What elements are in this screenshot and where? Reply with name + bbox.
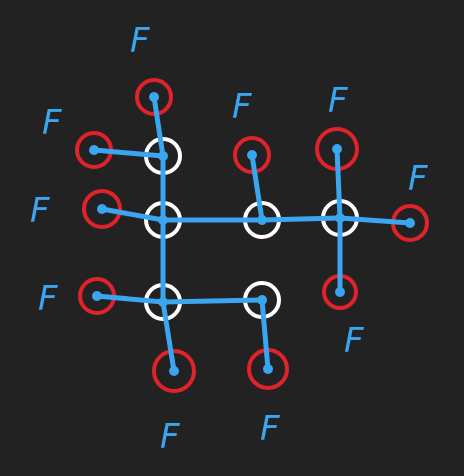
fluorine-label: F <box>232 87 252 127</box>
bond <box>151 94 166 159</box>
fluorine-labels: F F F F F F F F F F <box>30 21 428 457</box>
bond <box>259 215 343 223</box>
bond <box>160 299 177 374</box>
bond-dot <box>169 366 179 376</box>
bond <box>259 297 271 372</box>
bond <box>249 152 265 223</box>
fluorine-label: F <box>344 321 364 361</box>
bond-dot <box>263 364 273 374</box>
fluorine-atoms <box>75 78 429 393</box>
bond <box>337 215 413 226</box>
fluorine-label: F <box>30 191 50 231</box>
bond-dot <box>97 204 107 214</box>
bond-dot <box>158 297 168 307</box>
bond-dot <box>92 291 102 301</box>
fluorine-label: F <box>130 21 150 61</box>
fluorine-label: F <box>408 159 428 199</box>
fluorine-atom <box>135 78 173 116</box>
bond-dot <box>149 92 159 102</box>
bond-dots <box>89 92 415 376</box>
bond-dot <box>405 218 415 228</box>
bond-dot <box>257 295 267 305</box>
bond <box>94 293 166 305</box>
bond <box>99 206 166 223</box>
bond-dot <box>335 287 345 297</box>
fluorine-atom <box>152 349 196 393</box>
bond <box>91 147 166 159</box>
bonds <box>91 94 413 374</box>
bond-dot <box>89 145 99 155</box>
fluorine-atom <box>82 189 122 229</box>
fluorine-label: F <box>260 409 280 449</box>
bond <box>334 146 343 221</box>
fluorine-atom <box>233 136 271 174</box>
bond <box>160 297 265 305</box>
bond-dot <box>257 215 267 225</box>
fluorine-label: F <box>42 103 62 143</box>
fluorine-label: F <box>160 417 180 457</box>
fluorine-label: F <box>38 279 58 319</box>
bond-dot <box>158 151 168 161</box>
bond-dot <box>335 213 345 223</box>
bond-dot <box>332 144 342 154</box>
fluorine-label: F <box>328 81 348 121</box>
bond-dot <box>247 150 257 160</box>
bond-dot <box>158 215 168 225</box>
